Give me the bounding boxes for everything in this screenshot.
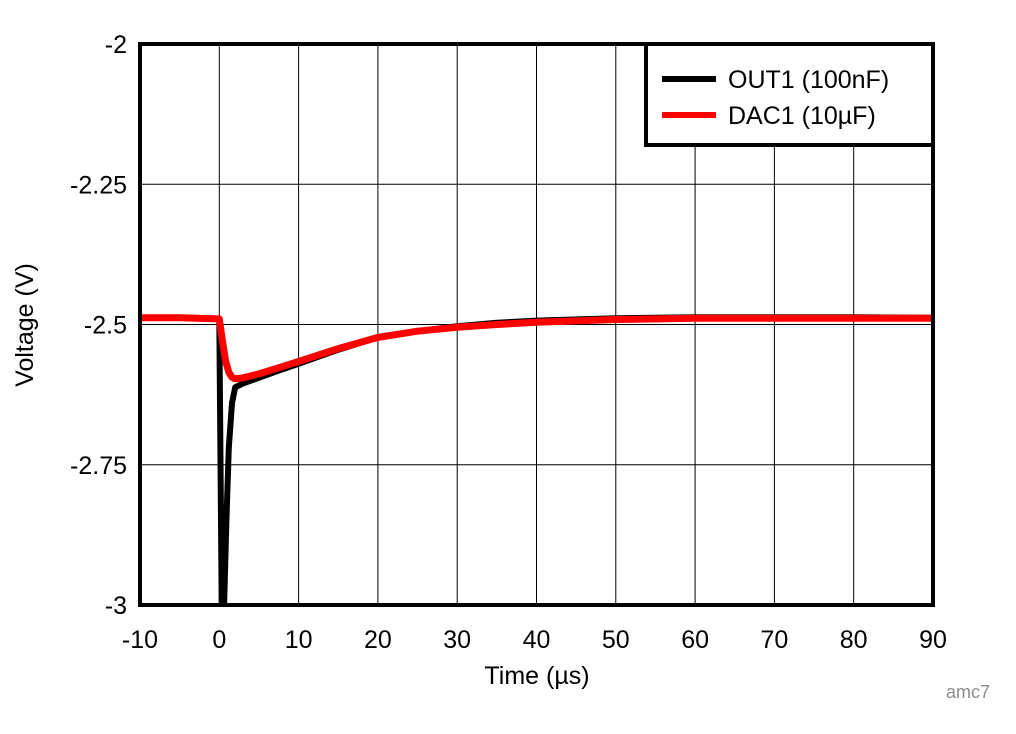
data-series — [140, 314, 933, 605]
x-tick-label: 40 — [523, 626, 551, 654]
legend-label-out1: OUT1 (100nF) — [728, 66, 889, 94]
x-tick-label: 90 — [919, 626, 947, 654]
x-axis-ticks: -10 0 10 20 30 40 50 60 70 80 90 — [122, 626, 947, 654]
series-line-dac1 — [140, 314, 933, 383]
x-tick-label: 60 — [681, 626, 709, 654]
y-tick-label: -2.25 — [70, 171, 127, 199]
y-axis-ticks: -2 -2.25 -2.5 -2.75 -3 — [70, 31, 127, 620]
y-tick-label: -3 — [105, 592, 127, 620]
x-tick-label: 80 — [840, 626, 868, 654]
legend: OUT1 (100nF) DAC1 (10µF) — [644, 42, 935, 147]
watermark: amc7 — [946, 682, 990, 702]
x-tick-label: 50 — [602, 626, 630, 654]
x-tick-label: 70 — [760, 626, 788, 654]
x-tick-label: 10 — [285, 626, 313, 654]
y-axis-label: Voltage (V) — [11, 263, 39, 387]
y-tick-label: -2 — [105, 31, 127, 59]
legend-label-dac1: DAC1 (10µF) — [728, 102, 876, 130]
x-axis-label: Time (µs) — [484, 662, 589, 690]
x-tick-label: 20 — [364, 626, 392, 654]
plot-frame — [138, 42, 935, 607]
legend-box — [644, 42, 935, 147]
x-tick-label: 30 — [443, 626, 471, 654]
y-tick-label: -2.5 — [84, 312, 127, 340]
y-tick-label: -2.75 — [70, 452, 127, 480]
x-tick-label: 0 — [212, 626, 226, 654]
x-tick-label: -10 — [122, 626, 158, 654]
